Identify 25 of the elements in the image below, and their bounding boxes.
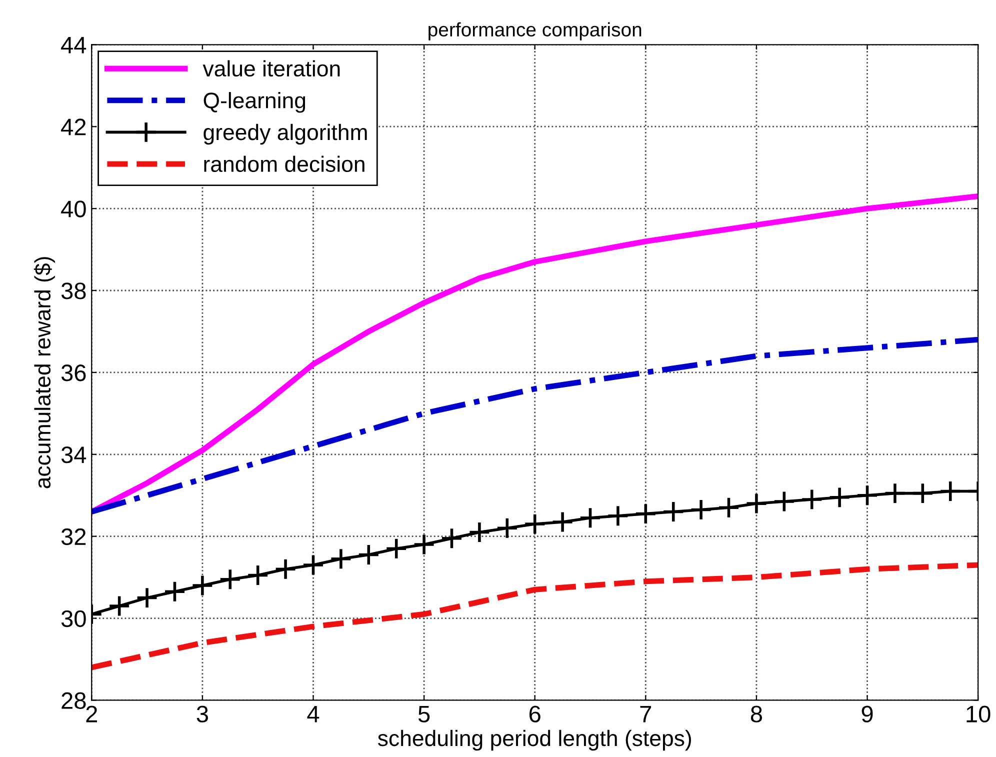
y-tick-label: 44 bbox=[61, 36, 86, 54]
x-axis-title: scheduling period length (steps) bbox=[378, 730, 691, 751]
chart-title: performance comparison bbox=[428, 22, 642, 40]
x-tick-label: 10 bbox=[966, 706, 990, 722]
x-tick-label: 3 bbox=[196, 706, 208, 722]
x-tick-label: 2 bbox=[86, 706, 98, 722]
legend-label: Q-learning bbox=[204, 92, 306, 113]
x-tick-label: 9 bbox=[862, 706, 873, 722]
y-tick-label: 42 bbox=[61, 118, 86, 136]
y-tick-label: 34 bbox=[61, 446, 86, 464]
x-tick-label: 8 bbox=[750, 706, 762, 722]
y-tick-label: 28 bbox=[62, 692, 86, 710]
legend-label: greedy algorithm bbox=[204, 124, 367, 145]
legend-label: random decision bbox=[204, 156, 364, 172]
y-tick-label: 36 bbox=[61, 364, 86, 382]
x-tick-label: 6 bbox=[529, 706, 540, 722]
x-tick-label: 7 bbox=[640, 706, 652, 722]
y-tick-label: 32 bbox=[61, 528, 86, 546]
x-tick-label: 5 bbox=[418, 706, 430, 722]
x-tick-label: 4 bbox=[307, 706, 320, 722]
y-tick-label: 30 bbox=[61, 610, 86, 628]
y-tick-label: 40 bbox=[61, 200, 86, 218]
y-tick-label: 38 bbox=[61, 282, 86, 300]
y-axis-title: accumulated reward ($) bbox=[34, 257, 55, 488]
legend-label: value iteration bbox=[202, 60, 340, 77]
